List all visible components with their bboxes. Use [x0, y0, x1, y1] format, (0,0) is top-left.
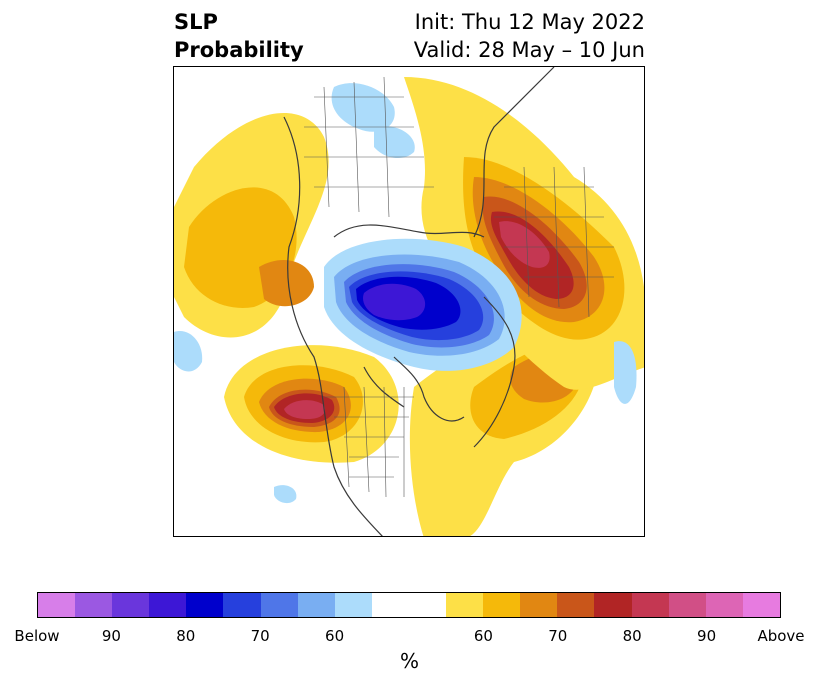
chart-title: SLP Probability	[174, 8, 304, 64]
colorbar-swatch	[260, 593, 298, 617]
colorbar-swatch	[668, 593, 706, 617]
minor-low-anomalies	[174, 83, 637, 504]
colorbar	[37, 592, 781, 618]
colorbar-swatch	[334, 593, 372, 617]
tick-label: Below	[14, 627, 60, 645]
tick-label: 60	[473, 627, 493, 645]
title-line-1: SLP	[174, 10, 218, 34]
tick-label: Above	[757, 627, 805, 645]
colorbar-swatch	[408, 593, 447, 617]
tick-label: 80	[176, 627, 196, 645]
colorbar-swatch	[38, 593, 76, 617]
colorbar-tick-labels: Below 90 80 70 60 60 70 80 90 Above	[14, 627, 804, 647]
tick-label: 70	[250, 627, 270, 645]
colorbar-swatch	[594, 593, 632, 617]
probability-map	[173, 66, 645, 537]
west-coast-high-anomaly	[224, 345, 399, 463]
country-borders	[304, 76, 614, 498]
tick-label: 90	[101, 627, 121, 645]
colorbar-swatch	[705, 593, 743, 617]
colorbar-swatch	[75, 593, 113, 617]
colorbar-swatch	[186, 593, 224, 617]
colorbar-swatch	[149, 593, 187, 617]
arctic-low-anomaly	[324, 238, 522, 371]
title-line-2: Probability	[174, 38, 304, 62]
colorbar-swatch	[112, 593, 150, 617]
validity-info: Init: Thu 12 May 2022 Valid: 28 May – 10…	[414, 8, 645, 64]
colorbar-swatch	[223, 593, 261, 617]
colorbar-swatch	[557, 593, 595, 617]
pacific-high-anomaly	[174, 113, 329, 338]
colorbar-swatch	[631, 593, 669, 617]
tick-label: 60	[325, 627, 345, 645]
colorbar-swatch	[446, 593, 484, 617]
tick-label: 80	[622, 627, 642, 645]
tick-label: 70	[548, 627, 568, 645]
colorbar-swatch	[520, 593, 558, 617]
colorbar-swatch	[297, 593, 335, 617]
colorbar-swatch	[742, 593, 780, 617]
coastlines	[283, 67, 555, 536]
colorbar-swatch	[483, 593, 521, 617]
colorbar-units: %	[399, 649, 419, 673]
valid-range: Valid: 28 May – 10 Jun	[413, 38, 645, 62]
colorbar-swatch	[371, 593, 409, 617]
tick-label: 90	[697, 627, 717, 645]
init-date: Init: Thu 12 May 2022	[414, 10, 645, 34]
map-canvas	[174, 67, 644, 536]
